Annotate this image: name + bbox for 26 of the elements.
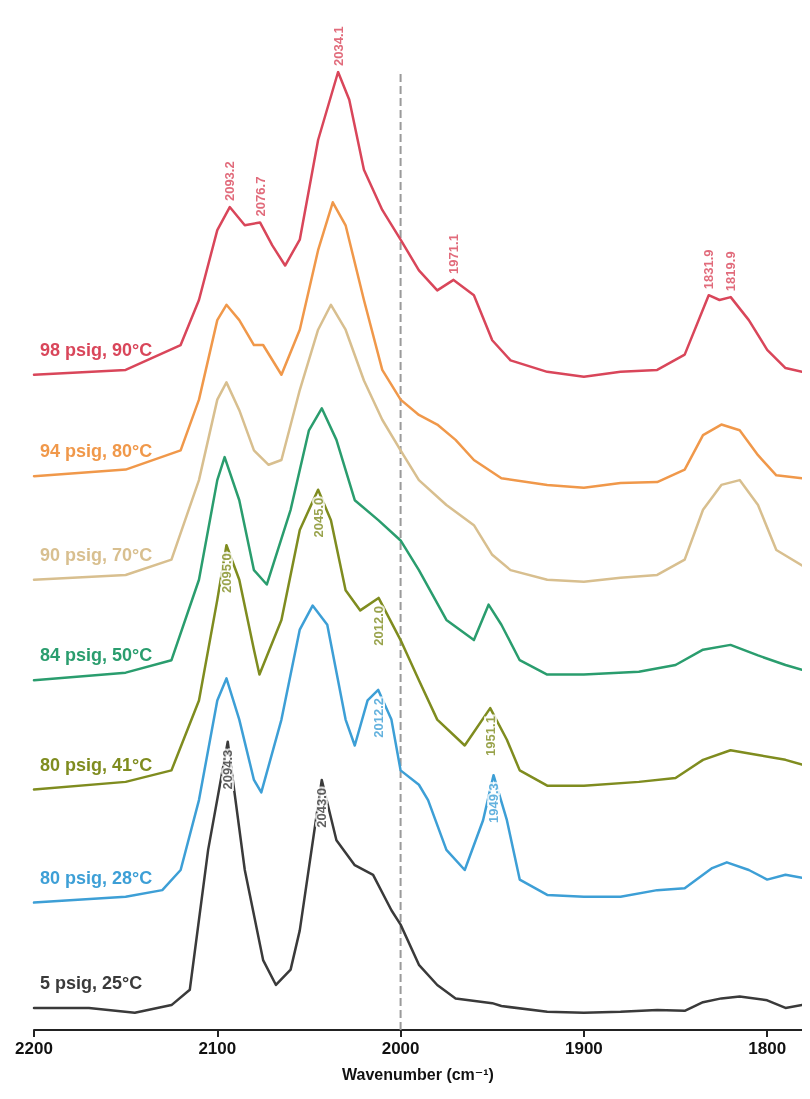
series-label: 94 psig, 80°C — [40, 441, 153, 462]
x-tick-label: 1900 — [564, 1039, 603, 1058]
x-tick-label: 2200 — [15, 1039, 53, 1058]
annotation: 1951.1 — [482, 716, 498, 756]
x-tick-label: 2100 — [198, 1039, 237, 1058]
annotation: 2093.2 — [222, 161, 238, 202]
annotation: 2034.1 — [330, 26, 346, 66]
x-axis-title: Wavenumber (cm⁻¹) — [342, 1065, 494, 1083]
series-label: 80 psig, 41°C — [40, 754, 153, 775]
annotation: 2012.0 — [371, 605, 387, 646]
annotation: 2043.0 — [314, 787, 330, 828]
annotation: 1819.9 — [723, 251, 739, 292]
series-label: 98 psig, 90°C — [40, 339, 153, 360]
annotation: 2094.3 — [220, 749, 236, 790]
x-tick-label: 1800 — [748, 1039, 787, 1058]
annotation: 2076.7 — [252, 176, 268, 217]
annotation: 2012.2 — [370, 697, 386, 738]
series-label: 90 psig, 70°C — [40, 544, 153, 565]
annotation: 1831.9 — [701, 249, 717, 290]
annotation: 2095.0 — [218, 553, 234, 594]
series-label: 80 psig, 28°C — [40, 867, 153, 888]
series-label: 5 psig, 25°C — [40, 972, 143, 993]
annotation: 2045.0 — [310, 497, 326, 538]
series-label: 84 psig, 50°C — [40, 645, 153, 666]
x-tick-label: 2000 — [381, 1039, 420, 1058]
annotation: 1971.1 — [446, 234, 462, 274]
